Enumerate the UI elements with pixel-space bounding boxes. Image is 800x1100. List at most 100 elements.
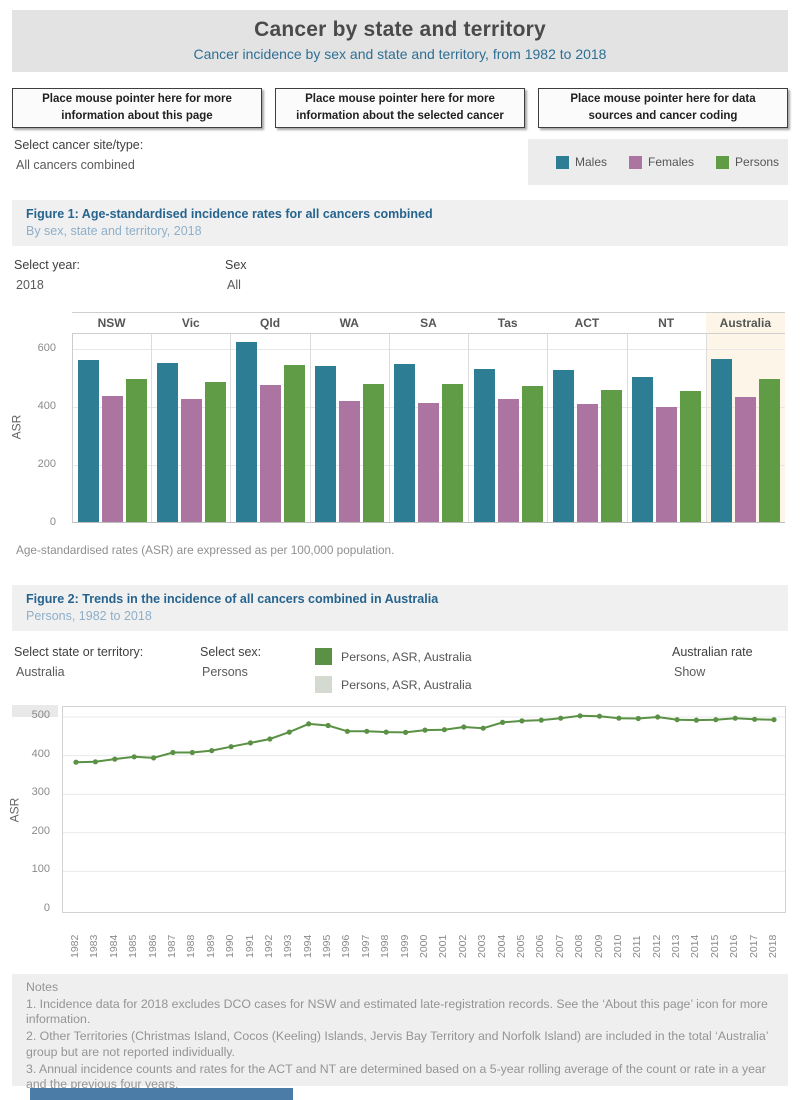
bar-SA-persons[interactable] xyxy=(442,384,464,522)
fig2-ytick-0: 0 xyxy=(43,902,50,914)
pane-Tas xyxy=(469,334,549,522)
bar-NSW-females[interactable] xyxy=(101,396,123,522)
data-point-2009: 2009: 502 xyxy=(596,713,603,719)
fig2-xtick-2013: 2013 xyxy=(670,934,683,958)
column-header-Australia: Australia xyxy=(705,313,785,333)
pane-NT xyxy=(628,334,707,522)
fig2-xtick-2005: 2005 xyxy=(514,934,527,958)
bar-NT-persons[interactable] xyxy=(680,391,702,522)
fig2-xtick-1999: 1999 xyxy=(398,934,411,958)
cancer-site-filter: Select cancer site/type: All cancers com… xyxy=(14,138,143,172)
selected-cancer-info-button[interactable]: Place mouse pointer here for more inform… xyxy=(275,88,525,128)
data-point-1997: 1997: 463 xyxy=(364,728,370,734)
figure2-legend-item-muted[interactable]: Persons, ASR, Australia xyxy=(315,676,472,693)
bar-NT-males[interactable] xyxy=(632,377,654,522)
pane-Qld xyxy=(231,334,311,522)
australian-rate-value[interactable]: Show xyxy=(674,665,706,679)
fig2-xtick-2010: 2010 xyxy=(611,934,624,958)
fig2-xtick-2008: 2008 xyxy=(573,934,586,958)
cancer-site-filter-value[interactable]: All cancers combined xyxy=(16,158,135,172)
fig2-xtick-1984: 1984 xyxy=(107,934,120,958)
sex-filter-value[interactable]: All xyxy=(227,278,241,292)
fig2-ytick-200: 200 xyxy=(31,824,50,837)
fig2-xtick-1994: 1994 xyxy=(301,934,314,958)
bar-SA-females[interactable] xyxy=(418,402,440,522)
fig2-xtick-2016: 2016 xyxy=(728,934,741,958)
bar-Vic-persons[interactable] xyxy=(204,382,226,522)
sex-filter-fig2-label: Select sex: xyxy=(200,645,262,659)
note-1: 1. Incidence data for 2018 excludes DCO … xyxy=(26,996,768,1027)
persons-swatch-icon xyxy=(716,155,730,169)
pane-WA xyxy=(311,334,390,522)
bar-NSW-males[interactable] xyxy=(77,360,99,522)
fig1-ytick-600: 600 xyxy=(37,341,56,354)
figure1-y-axis: 0 200 400 600 xyxy=(12,334,64,529)
pane-Australia xyxy=(707,334,785,522)
bar-NT-females[interactable] xyxy=(656,406,678,522)
bar-SA-males[interactable] xyxy=(394,363,416,522)
bar-Australia-females[interactable] xyxy=(735,397,757,522)
figure2-legend-label: Persons, ASR, Australia xyxy=(341,677,472,692)
column-header-Tas: Tas xyxy=(497,316,518,330)
data-point-2017: 2017: 494 xyxy=(752,716,758,722)
pane-Vic xyxy=(152,334,232,522)
year-filter-value[interactable]: 2018 xyxy=(16,278,44,292)
fig2-xtick-2001: 2001 xyxy=(437,934,450,958)
data-point-1998: 1998: 461 xyxy=(383,729,389,735)
fig2-ytick-300: 300 xyxy=(31,786,50,799)
bar-Tas-females[interactable] xyxy=(497,398,519,522)
bar-WA-males[interactable] xyxy=(315,365,337,522)
bottom-partial-bar[interactable] xyxy=(30,1088,293,1100)
sex-filter-fig2-value[interactable]: Persons xyxy=(202,665,248,679)
bar-Qld-males[interactable] xyxy=(236,342,258,522)
bar-ACT-persons[interactable] xyxy=(600,389,622,522)
gridline-600 xyxy=(73,348,785,350)
fig2-xtick-2003: 2003 xyxy=(476,934,489,958)
year-filter-label: Select year: xyxy=(14,258,81,272)
bar-ACT-females[interactable] xyxy=(576,404,598,522)
bar-WA-persons[interactable] xyxy=(363,384,385,522)
figure2-legend-label: Persons, ASR, Australia xyxy=(341,649,472,664)
legend-item-persons[interactable]: Persons xyxy=(716,155,779,169)
state-filter-label: Select state or territory: xyxy=(14,645,144,659)
data-sources-button[interactable]: Place mouse pointer here for data source… xyxy=(538,88,788,128)
bar-Australia-males[interactable] xyxy=(711,358,733,522)
data-point-2006: 2006: 492 xyxy=(538,717,544,723)
legend-item-males[interactable]: Males xyxy=(556,155,607,169)
fig2-xtick-2000: 2000 xyxy=(418,934,430,958)
figure1-header: Figure 1: Age-standardised incidence rat… xyxy=(12,200,788,246)
figure2-x-axis: 1982 1983 1984 1985 1986 1987 1988 1989 1990 1991… xyxy=(12,705,788,958)
column-header-Qld: Qld xyxy=(260,316,281,330)
data-point-1991: 1991: 433 xyxy=(247,740,254,746)
data-point-2014: 2014: 492 xyxy=(693,717,700,723)
bar-Tas-persons[interactable] xyxy=(521,385,543,522)
data-point-1987: 1987: 408 xyxy=(170,749,176,756)
bar-Vic-males[interactable] xyxy=(156,362,178,522)
figure2-legend-item-selected[interactable]: Persons, ASR, Australia xyxy=(315,648,472,665)
page-title: Cancer by state and territory xyxy=(254,18,546,41)
sex-legend: Males Females Persons xyxy=(528,139,788,185)
data-point-1989: 1989: 413 xyxy=(209,748,215,754)
figure2-subtitle: Persons, 1982 to 2018 xyxy=(26,609,152,623)
figure2-title: Figure 2: Trends in the incidence of all… xyxy=(26,592,439,606)
data-point-2003: 2003: 471 xyxy=(480,725,486,731)
bar-Australia-persons[interactable] xyxy=(759,379,781,522)
fig2-xtick-2018: 2018 xyxy=(767,934,779,958)
state-filter-value[interactable]: Australia xyxy=(16,665,65,679)
bar-ACT-males[interactable] xyxy=(552,369,574,522)
data-point-1994: 1994: 482 xyxy=(306,721,312,727)
figure2-header: Figure 2: Trends in the incidence of all… xyxy=(12,585,788,631)
legend-item-females[interactable]: Females xyxy=(629,155,694,169)
about-page-button[interactable]: Place mouse pointer here for more inform… xyxy=(12,88,262,128)
bar-WA-females[interactable] xyxy=(339,401,361,522)
note-2: 2. Other Territories (Christmas Island, … xyxy=(26,1029,768,1059)
notes-heading: Notes xyxy=(26,980,59,994)
bar-Vic-females[interactable] xyxy=(180,399,202,522)
bar-Qld-females[interactable] xyxy=(260,384,282,522)
column-header-WA: WA xyxy=(339,316,359,330)
bar-NSW-persons[interactable] xyxy=(125,379,147,522)
data-point-1992: 1992: 443 xyxy=(267,736,273,742)
bar-Tas-males[interactable] xyxy=(473,369,495,522)
bar-Qld-persons[interactable] xyxy=(284,364,306,522)
